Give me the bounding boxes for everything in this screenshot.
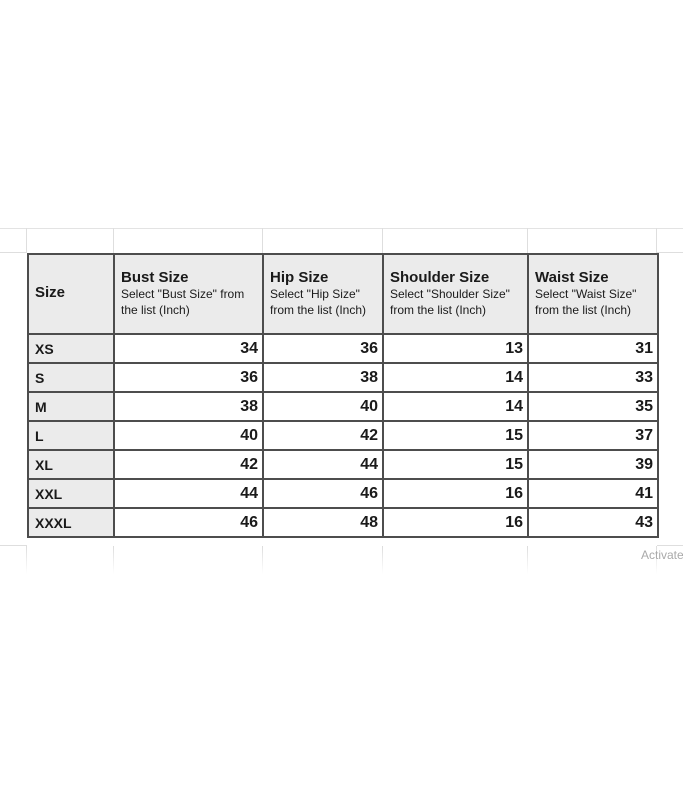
header-bust-title: Bust Size (121, 268, 189, 286)
excel-gridline (382, 228, 383, 253)
shoulder-value: 14 (382, 362, 529, 393)
excel-gridline (113, 546, 114, 574)
excel-gridline (656, 228, 657, 253)
header-size: Size (27, 253, 115, 335)
hip-value: 42 (262, 420, 384, 451)
bust-value: 40 (113, 420, 264, 451)
size-label: S (27, 362, 115, 393)
header-shoulder: Shoulder Size Select "Shoulder Size" fro… (382, 253, 529, 335)
excel-gridline (0, 228, 683, 229)
hip-value: 36 (262, 333, 384, 364)
activate-windows-watermark: Activate (641, 548, 683, 562)
table-row-xl: XL 42 44 15 39 (27, 449, 659, 480)
excel-gridline (26, 546, 27, 574)
header-row: Size Bust Size Select "Bust Size" from t… (27, 253, 659, 335)
waist-value: 35 (527, 391, 659, 422)
hip-value: 38 (262, 362, 384, 393)
bust-value: 36 (113, 362, 264, 393)
size-label: M (27, 391, 115, 422)
header-waist-subtitle: Select "Waist Size" from the list (Inch) (535, 287, 637, 317)
excel-gridline (657, 545, 683, 546)
waist-value: 33 (527, 362, 659, 393)
bust-value: 42 (113, 449, 264, 480)
header-hip-title: Hip Size (270, 268, 329, 286)
bust-value: 34 (113, 333, 264, 364)
bust-value: 46 (113, 507, 264, 538)
header-hip-subtitle: Select "Hip Size" from the list (Inch) (270, 287, 367, 317)
shoulder-value: 16 (382, 507, 529, 538)
shoulder-value: 15 (382, 420, 529, 451)
size-chart-table: Size Bust Size Select "Bust Size" from t… (27, 253, 659, 538)
excel-gridline (26, 228, 27, 253)
excel-gridline (527, 546, 528, 574)
hip-value: 44 (262, 449, 384, 480)
table-row-xs: XS 34 36 13 31 (27, 333, 659, 364)
header-waist: Waist Size Select "Waist Size" from the … (527, 253, 659, 335)
excel-gridline (262, 228, 263, 253)
waist-value: 43 (527, 507, 659, 538)
table-row-m: M 38 40 14 35 (27, 391, 659, 422)
waist-value: 31 (527, 333, 659, 364)
shoulder-value: 13 (382, 333, 529, 364)
header-size-title: Size (35, 284, 66, 302)
header-bust-subtitle: Select "Bust Size" from the list (Inch) (121, 287, 245, 317)
shoulder-value: 16 (382, 478, 529, 509)
excel-gridline (0, 545, 27, 546)
hip-value: 40 (262, 391, 384, 422)
header-shoulder-subtitle: Select "Shoulder Size" from the list (In… (390, 287, 510, 317)
hip-value: 48 (262, 507, 384, 538)
excel-gridline (113, 228, 114, 253)
table-row-xxl: XXL 44 46 16 41 (27, 478, 659, 509)
excel-gridline (656, 546, 657, 574)
table-row-s: S 36 38 14 33 (27, 362, 659, 393)
excel-gridline (657, 252, 683, 253)
bust-value: 44 (113, 478, 264, 509)
size-label: XL (27, 449, 115, 480)
size-label: XXXL (27, 507, 115, 538)
waist-value: 39 (527, 449, 659, 480)
shoulder-value: 15 (382, 449, 529, 480)
header-bust: Bust Size Select "Bust Size" from the li… (113, 253, 264, 335)
size-label: XS (27, 333, 115, 364)
waist-value: 41 (527, 478, 659, 509)
waist-value: 37 (527, 420, 659, 451)
header-hip: Hip Size Select "Hip Size" from the list… (262, 253, 384, 335)
shoulder-value: 14 (382, 391, 529, 422)
excel-gridline (527, 228, 528, 253)
excel-gridline (0, 252, 27, 253)
header-waist-title: Waist Size (535, 268, 609, 286)
size-label: L (27, 420, 115, 451)
table-row-l: L 40 42 15 37 (27, 420, 659, 451)
size-label: XXL (27, 478, 115, 509)
excel-gridline (262, 546, 263, 574)
table-row-xxxl: XXXL 46 48 16 43 (27, 507, 659, 538)
excel-gridline (382, 546, 383, 574)
header-shoulder-title: Shoulder Size (390, 268, 490, 286)
bust-value: 38 (113, 391, 264, 422)
hip-value: 46 (262, 478, 384, 509)
